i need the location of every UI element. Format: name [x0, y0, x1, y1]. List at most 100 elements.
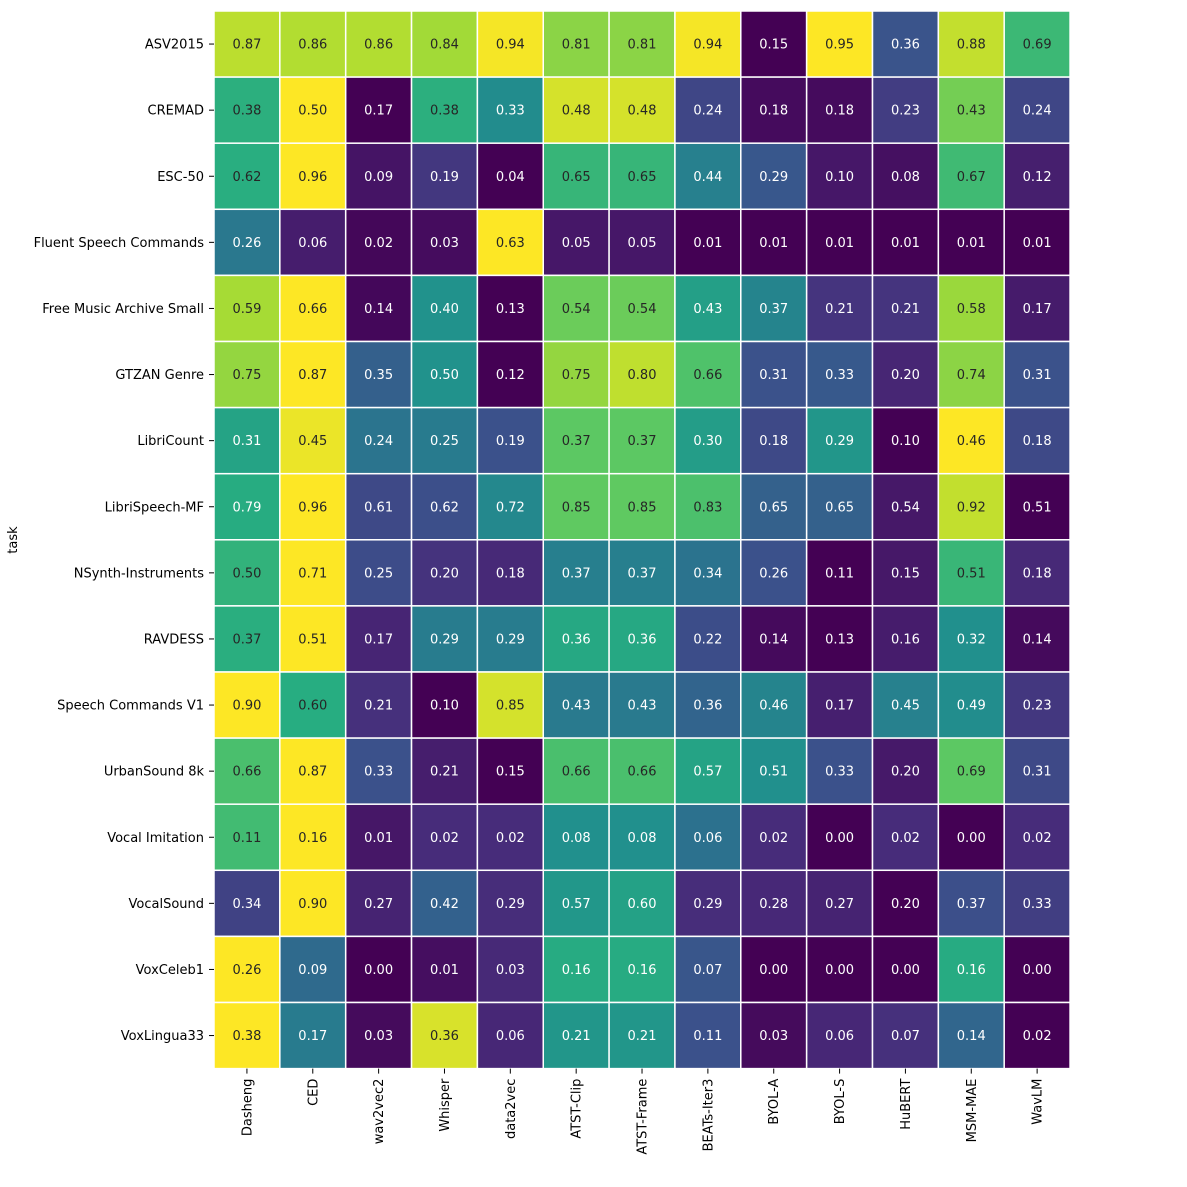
heatmap-cell: [1003, 76, 1071, 144]
cell-value-label: 0.23: [1023, 699, 1052, 714]
heatmap-cell: [805, 406, 874, 475]
heatmap-cell: [410, 274, 479, 343]
x-tick-label: BYOL-A: [767, 1078, 782, 1124]
cell-value-label: 0.31: [759, 368, 788, 383]
cell-value-label: 0.62: [430, 500, 459, 515]
cell-value-label: 0.29: [693, 897, 722, 912]
cell-value-label: 0.02: [364, 236, 393, 251]
cell-value-label: 0.21: [825, 302, 854, 317]
cell-value-label: 0.05: [562, 236, 591, 251]
cell-value-label: 0.11: [825, 566, 854, 581]
heatmap-cell: [476, 340, 544, 409]
y-tick-label: RAVDESS: [144, 632, 204, 647]
cell-value-label: 0.50: [430, 368, 459, 383]
heatmap-cell: [608, 274, 676, 343]
cell-value-label: 0.31: [232, 434, 261, 449]
cell-value-label: 0.37: [232, 632, 261, 647]
cell-value-label: 0.21: [628, 1029, 657, 1044]
heatmap-cell: [937, 472, 1005, 541]
y-tick-label: LibriCount: [137, 434, 204, 449]
heatmap-cell: [871, 605, 940, 673]
heatmap-cell: [608, 605, 676, 673]
heatmap-cell: [1003, 869, 1071, 938]
cell-value-label: 0.58: [957, 302, 986, 317]
heatmap-cell: [344, 208, 413, 277]
heatmap-cell: [871, 340, 940, 409]
cell-value-label: 0.63: [496, 236, 525, 251]
cell-value-label: 0.24: [364, 434, 393, 449]
heatmap-cell: [542, 803, 610, 872]
cell-value-label: 0.67: [957, 170, 986, 185]
heatmap-cell: [608, 472, 676, 541]
cell-value-label: 0.37: [628, 566, 657, 581]
heatmap-cell: [279, 10, 347, 78]
heatmap-cell: [410, 208, 479, 277]
cell-value-label: 0.16: [957, 963, 986, 978]
x-tick-label: wav2vec2: [372, 1079, 387, 1145]
x-tick-label: Whisper: [438, 1078, 453, 1132]
cell-value-label: 0.66: [693, 368, 722, 383]
cell-value-label: 0.17: [298, 1029, 327, 1044]
cell-value-label: 0.69: [957, 765, 986, 780]
heatmap-cell: [740, 472, 808, 541]
heatmap-cell: [213, 671, 281, 739]
cell-value-label: 0.09: [364, 170, 393, 185]
heatmap-cell: [213, 208, 281, 277]
cell-value-label: 0.15: [891, 566, 920, 581]
cell-value-label: 0.90: [298, 897, 327, 912]
cell-value-label: 0.20: [430, 566, 459, 581]
cell-value-label: 0.29: [430, 632, 459, 647]
heatmap-cell: [805, 142, 874, 211]
cell-value-label: 0.02: [1023, 1029, 1052, 1044]
cell-value-label: 0.86: [364, 38, 393, 53]
heatmap-cell: [213, 142, 281, 211]
heatmap-cell: [608, 737, 676, 805]
cell-value-label: 0.16: [628, 963, 657, 978]
x-tick-label: BYOL-S: [833, 1079, 848, 1125]
cell-value-label: 0.02: [759, 831, 788, 846]
cell-value-label: 0.71: [298, 566, 327, 581]
cell-value-label: 0.12: [1023, 170, 1052, 185]
cell-value-label: 0.54: [562, 302, 591, 317]
cell-value-label: 0.60: [298, 699, 327, 714]
heatmap-cell: [213, 803, 281, 872]
cell-value-label: 0.24: [1023, 104, 1052, 119]
cell-value-label: 0.19: [496, 434, 525, 449]
cell-value-label: 0.25: [364, 566, 393, 581]
cell-value-label: 0.37: [562, 566, 591, 581]
cell-value-label: 0.37: [562, 434, 591, 449]
y-tick-label: VoxLingua33: [121, 1029, 204, 1044]
heatmap-cell: [542, 935, 610, 1004]
cell-value-label: 0.96: [298, 170, 327, 185]
y-tick-label: NSynth-Instruments: [74, 566, 204, 581]
cell-value-label: 0.69: [1023, 38, 1052, 53]
cell-value-label: 0.09: [298, 963, 327, 978]
cell-value-label: 0.21: [430, 765, 459, 780]
cell-value-label: 0.92: [957, 500, 986, 515]
cell-value-label: 0.90: [232, 699, 261, 714]
heatmap-cell: [937, 605, 1005, 673]
cell-value-label: 0.18: [759, 434, 788, 449]
heatmap-cell: [213, 539, 281, 607]
cell-value-label: 0.51: [759, 765, 788, 780]
heatmap-cell: [608, 1001, 676, 1070]
cell-value-label: 0.18: [825, 104, 854, 119]
cell-value-label: 0.57: [562, 897, 591, 912]
cell-value-label: 0.27: [364, 897, 393, 912]
heatmap-cell: [476, 605, 544, 673]
cell-value-label: 0.20: [891, 765, 920, 780]
cell-value-label: 0.03: [364, 1029, 393, 1044]
heatmap-cell: [410, 605, 479, 673]
heatmap-cell: [871, 539, 940, 607]
heatmap-cell: [1003, 274, 1071, 343]
heatmap-cell: [542, 406, 610, 475]
cell-value-label: 0.01: [957, 236, 986, 251]
x-tick-label: Dasheng: [240, 1079, 255, 1136]
cell-value-label: 0.38: [430, 104, 459, 119]
cell-value-label: 0.15: [496, 765, 525, 780]
x-axis-ticks: Dasheng CED wav2vec2 Whisper data2vec ATST-Cl…: [240, 1068, 1046, 1155]
cell-value-label: 0.40: [430, 302, 459, 317]
cell-value-label: 0.29: [496, 632, 525, 647]
heatmap-cell: [937, 737, 1005, 805]
cell-value-label: 0.33: [1023, 897, 1052, 912]
